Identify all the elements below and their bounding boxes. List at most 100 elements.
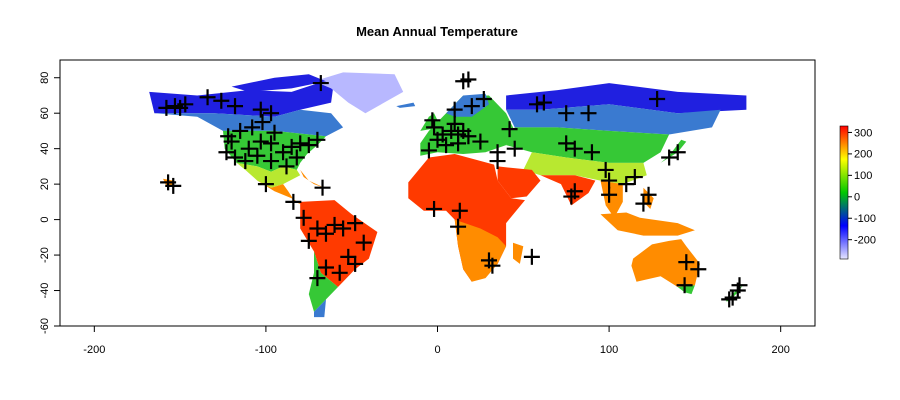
sample-point	[429, 131, 446, 148]
color-legend-label: -100	[854, 213, 876, 225]
x-tick-label: 200	[772, 344, 790, 356]
sample-point	[450, 218, 467, 235]
sample-point	[558, 135, 575, 152]
raster-se-australia	[677, 285, 695, 295]
raster-central-america	[257, 180, 304, 206]
color-legend-label: 0	[854, 192, 860, 204]
sample-point	[266, 124, 283, 141]
sample-point	[199, 89, 216, 106]
sample-point	[227, 98, 244, 115]
sample-point	[355, 234, 372, 251]
sample-point	[213, 92, 230, 109]
raster-sa-south	[308, 251, 338, 312]
raster-na-arctic	[149, 77, 335, 117]
sample-point	[678, 254, 695, 271]
sample-point	[295, 209, 312, 226]
sample-point	[278, 158, 295, 175]
sample-point	[335, 220, 352, 237]
raster-australia	[631, 239, 700, 287]
sample-point	[223, 133, 240, 150]
color-legend-label: 100	[854, 170, 872, 182]
raster-caribbean	[300, 169, 325, 188]
sample-point	[626, 169, 643, 186]
raster-se-asia	[600, 180, 623, 218]
sample-point	[489, 153, 506, 170]
sample-point	[506, 140, 523, 157]
sample-point	[283, 138, 300, 155]
sample-point	[618, 176, 635, 193]
y-tick-label: -40	[39, 283, 51, 299]
sample-point	[309, 131, 326, 148]
x-tick-label: -100	[255, 344, 277, 356]
sample-point	[317, 259, 334, 276]
raster-na-boreal	[154, 109, 344, 137]
raster-iceland	[396, 102, 416, 108]
sample-point	[472, 133, 489, 150]
sample-point	[731, 277, 748, 294]
sample-point	[690, 261, 707, 278]
sample-point	[529, 96, 546, 113]
sample-point	[309, 270, 326, 287]
y-tick-label: 40	[39, 143, 51, 155]
raster-greenland	[314, 72, 404, 114]
sample-point	[300, 137, 317, 154]
sample-point	[535, 94, 552, 111]
sample-point	[249, 147, 266, 164]
sample-point	[326, 216, 343, 233]
sample-point	[601, 186, 618, 203]
raster-asia-temperate	[506, 127, 670, 163]
sample-point	[252, 133, 269, 150]
sample-point	[580, 105, 597, 122]
sample-point	[460, 128, 477, 145]
color-legend: 300 200 100 0 -100 -200	[839, 125, 876, 260]
sample-point	[601, 172, 618, 189]
sample-point	[309, 220, 326, 237]
y-tick-label: 80	[39, 72, 51, 84]
sample-point	[232, 122, 249, 139]
y-tick-label: 20	[39, 178, 51, 190]
sample-point	[640, 186, 657, 203]
raster-asia-boreal	[506, 104, 721, 135]
sample-point	[475, 91, 492, 108]
sample-point	[254, 114, 271, 131]
raster-asia-south	[523, 152, 647, 185]
sample-point	[649, 91, 666, 108]
sample-point	[446, 101, 463, 118]
sample-point	[240, 140, 257, 157]
sample-point	[347, 255, 364, 272]
sample-point	[237, 153, 254, 170]
color-legend-bar	[839, 125, 849, 260]
sample-point	[292, 135, 309, 152]
y-tick-label: -20	[39, 247, 51, 263]
sample-point	[263, 105, 280, 122]
color-legend-label: 200	[854, 149, 872, 161]
sample-point	[347, 215, 364, 232]
sample-points	[158, 71, 748, 308]
temperature-raster	[149, 72, 747, 318]
sample-point	[263, 135, 280, 152]
sample-point	[218, 144, 235, 161]
sample-point	[484, 257, 501, 274]
sample-point	[450, 135, 467, 152]
raster-arctic-islands	[231, 74, 326, 92]
sample-point	[426, 200, 443, 217]
sample-point	[312, 75, 329, 92]
sample-point	[317, 225, 334, 242]
sample-point	[340, 248, 357, 265]
chart-title: Mean Annual Temperature	[356, 24, 518, 39]
sample-point	[463, 98, 480, 115]
sample-point	[676, 277, 693, 294]
sample-point	[451, 202, 468, 219]
sample-point	[438, 137, 455, 154]
x-tick-label: -200	[83, 344, 105, 356]
sample-point	[669, 144, 686, 161]
sample-point	[446, 115, 463, 132]
sample-point	[721, 291, 738, 308]
x-tick-label: 0	[434, 344, 440, 356]
sample-point	[244, 119, 261, 136]
sample-point	[424, 112, 441, 129]
sample-point	[558, 105, 575, 122]
sample-point	[257, 176, 274, 193]
y-tick-label: 0	[39, 217, 51, 223]
